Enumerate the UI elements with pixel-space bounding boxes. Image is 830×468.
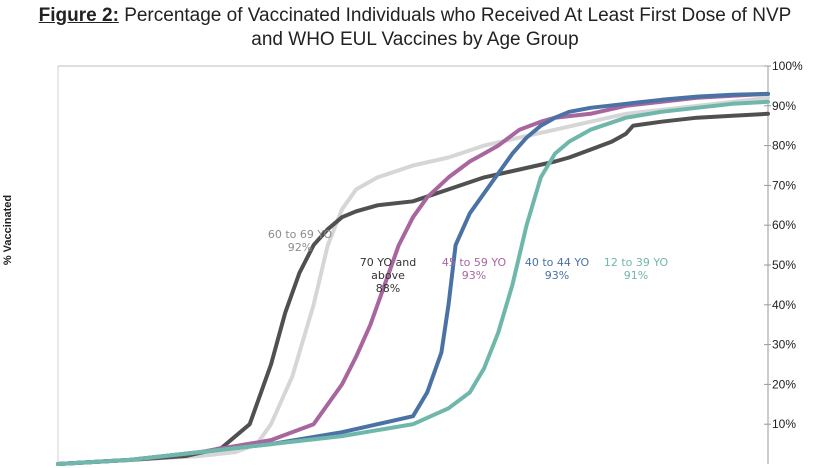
series-label-text: 93% [462, 269, 486, 282]
series-line-70-yo-and-above [56, 111, 770, 466]
series-label-text: 92% [288, 241, 312, 254]
series-label-text: 91% [624, 269, 648, 282]
y-tick-label: 20% [772, 377, 796, 391]
series-line-60-to-69-yo [56, 95, 770, 466]
y-tick-label: 80% [772, 139, 796, 153]
y-tick-label: 70% [772, 178, 796, 192]
series-line-40-to-44-yo [56, 91, 770, 466]
series-label-text: 70 YO and [360, 256, 416, 269]
y-tick-label: 60% [772, 218, 796, 232]
series-label-text: 12 to 39 YO [604, 256, 669, 269]
title-line-2: and WHO EUL Vaccines by Age Group [251, 29, 579, 50]
series-label-text: 45 to 59 YO [442, 256, 507, 269]
series-label-text: 88% [376, 282, 400, 295]
y-tick-label: 90% [772, 99, 796, 113]
chart-title: Figure 2: Percentage of Vaccinated Indiv… [0, 4, 830, 52]
series-label-text: 40 to 44 YO [525, 256, 590, 269]
figure-label: Figure 2: [38, 5, 119, 26]
series-line-45-to-59-yo [56, 91, 770, 466]
series-line-12-to-39-yo [56, 99, 770, 466]
y-tick-label: 10% [772, 417, 796, 431]
series-label-text: 60 to 69 YO [268, 228, 333, 241]
title-line-1: Percentage of Vaccinated Individuals who… [124, 5, 792, 26]
y-tick-label: 30% [772, 338, 796, 352]
y-tick-label: 40% [772, 298, 796, 312]
y-tick-label: 100% [772, 59, 803, 73]
series-label-text: 93% [545, 269, 569, 282]
y-tick-label: 50% [772, 258, 796, 272]
series-label-text: above [371, 269, 405, 282]
